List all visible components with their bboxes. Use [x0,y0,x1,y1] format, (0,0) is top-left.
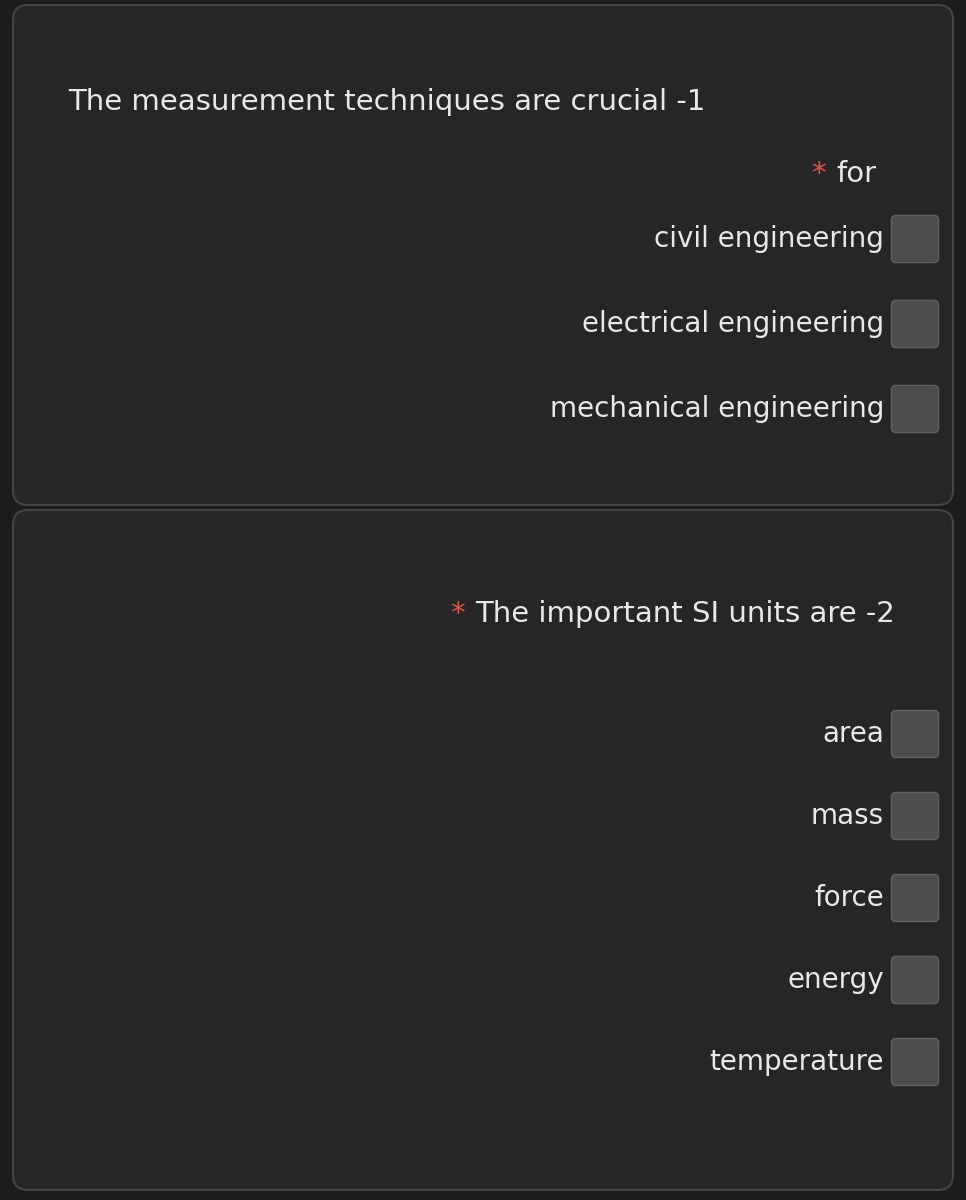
Text: temperature: temperature [709,1048,884,1076]
Text: mechanical engineering: mechanical engineering [550,395,884,422]
Text: The important SI units are -2: The important SI units are -2 [475,600,895,628]
Text: for: for [836,160,876,188]
FancyBboxPatch shape [892,875,939,922]
Text: The measurement techniques are crucial -1: The measurement techniques are crucial -… [68,88,705,116]
FancyBboxPatch shape [892,300,939,348]
Text: mass: mass [810,802,884,830]
FancyBboxPatch shape [892,1038,939,1086]
Text: area: area [822,720,884,748]
Text: energy: energy [787,966,884,994]
Text: *: * [812,160,836,188]
FancyBboxPatch shape [892,385,939,432]
FancyBboxPatch shape [892,710,939,757]
FancyBboxPatch shape [13,510,953,1190]
FancyBboxPatch shape [892,216,939,263]
FancyBboxPatch shape [892,792,939,840]
Text: force: force [814,884,884,912]
Text: electrical engineering: electrical engineering [582,310,884,338]
Text: civil engineering: civil engineering [654,226,884,253]
FancyBboxPatch shape [892,956,939,1003]
FancyBboxPatch shape [13,5,953,505]
Text: *: * [451,600,475,628]
